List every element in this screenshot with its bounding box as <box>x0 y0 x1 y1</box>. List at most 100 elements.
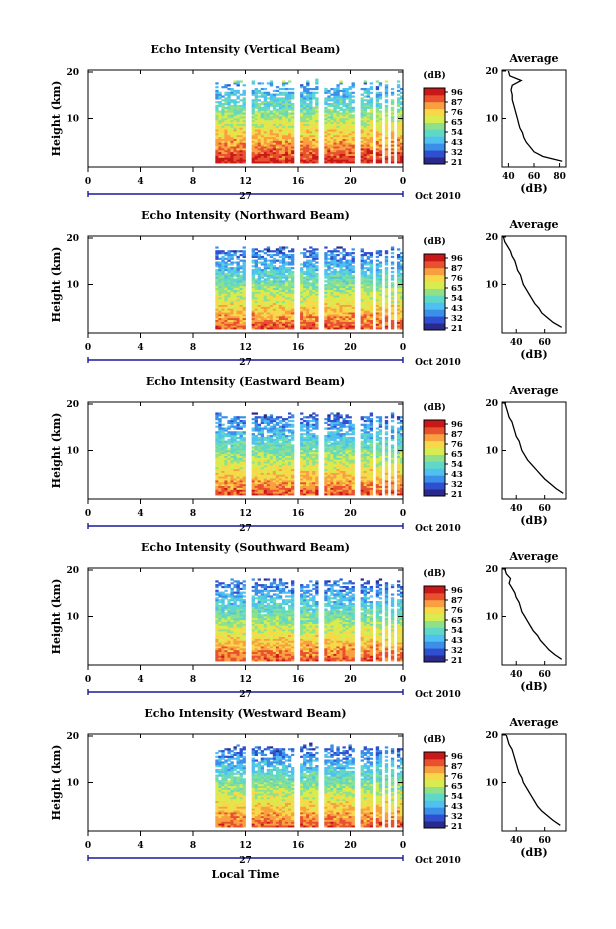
heatmap-cell <box>339 106 343 109</box>
heatmap-cell <box>284 470 289 473</box>
heatmap-cell <box>221 455 225 458</box>
heatmap-cell <box>275 317 280 321</box>
heatmap-cell <box>272 140 277 143</box>
heatmap-cell <box>290 327 295 330</box>
heatmap-cell <box>281 101 286 104</box>
heatmap-cell <box>224 442 228 445</box>
heatmap-cell <box>233 125 237 128</box>
heatmap-cell <box>254 134 258 138</box>
heatmap-cell <box>215 118 219 121</box>
heatmap-cell <box>221 485 225 488</box>
heatmap-cell <box>239 321 243 324</box>
heatmap-cell <box>272 485 277 488</box>
heatmap-cell <box>287 148 292 151</box>
heatmap-cell <box>233 153 237 156</box>
heatmap-cell <box>251 148 255 151</box>
heatmap-cell <box>236 310 240 313</box>
heatmap-cell <box>254 453 258 456</box>
heatmap-cell <box>272 274 277 277</box>
heatmap-cell <box>399 97 404 100</box>
heatmap-cell <box>360 291 364 294</box>
heatmap-cell <box>254 255 258 259</box>
heatmap-cell <box>287 267 292 270</box>
heatmap-cell <box>348 118 352 121</box>
heatmap-cell <box>251 134 255 138</box>
heatmap-cell <box>215 116 219 119</box>
heatmap-cell <box>378 310 383 313</box>
heatmap-cell <box>281 308 286 311</box>
heatmap-cell <box>303 149 307 153</box>
heatmap-cell <box>287 112 292 115</box>
heatmap-cell <box>269 287 274 290</box>
heatmap-cell <box>239 451 243 455</box>
heatmap-cell <box>233 300 237 304</box>
heatmap-cell <box>345 278 349 281</box>
heatmap-cell <box>339 291 343 294</box>
heatmap-cell <box>257 82 262 85</box>
heatmap-cell <box>315 293 319 296</box>
heatmap-cell <box>309 270 313 274</box>
heatmap-cell <box>278 438 283 441</box>
heatmap-cell <box>239 133 243 136</box>
heatmap-cell <box>312 295 316 298</box>
heatmap-cell <box>275 129 280 132</box>
heatmap-cell <box>369 323 374 326</box>
heatmap-cell <box>333 129 337 132</box>
heatmap-cell <box>221 291 225 294</box>
heatmap-cell <box>300 278 304 281</box>
heatmap-cell <box>284 481 289 485</box>
x-tick-label: 0 <box>400 177 406 187</box>
heatmap-cell <box>336 99 340 102</box>
heatmap-cell <box>399 110 404 113</box>
heatmap-cell <box>281 146 286 149</box>
heatmap-cell <box>275 110 280 113</box>
heatmap-cell <box>333 300 337 304</box>
heatmap-cell <box>290 423 295 426</box>
heatmap-cell <box>284 302 289 306</box>
heatmap-cell <box>342 285 346 289</box>
heatmap-cell <box>233 481 237 485</box>
heatmap-cell <box>284 317 289 321</box>
heatmap-cell <box>336 157 340 160</box>
heatmap-cell <box>375 252 380 255</box>
heatmap-cell <box>218 274 222 277</box>
heatmap-cell <box>269 136 274 140</box>
heatmap-cell <box>266 250 271 253</box>
heatmap-cell <box>269 114 274 117</box>
heatmap-cell <box>233 82 237 85</box>
heatmap-cell <box>230 295 234 298</box>
heatmap-cell <box>242 297 246 300</box>
heatmap-cell <box>239 468 243 472</box>
heatmap-cell <box>251 478 255 481</box>
heatmap-cell <box>254 87 258 91</box>
heatmap-cell <box>251 293 255 296</box>
heatmap-cell <box>269 159 274 162</box>
heatmap-cell <box>218 476 222 479</box>
heatmap-cell <box>309 297 313 300</box>
heatmap-cell <box>339 157 343 160</box>
heatmap-cell <box>324 263 328 266</box>
heatmap-cell <box>272 148 277 151</box>
heatmap-cell <box>224 161 228 164</box>
heatmap-cell <box>224 478 228 481</box>
heatmap-cell <box>236 327 240 330</box>
heatmap-cell <box>351 315 355 319</box>
heatmap-cell <box>230 123 234 126</box>
heatmap-cell <box>218 300 222 304</box>
heatmap-cell <box>233 325 237 328</box>
heatmap-cell <box>339 276 343 279</box>
heatmap-cell <box>363 317 367 321</box>
heatmap-cell <box>221 134 225 138</box>
heatmap-cell <box>257 155 262 158</box>
heatmap-cell <box>233 261 237 264</box>
heatmap-cell <box>339 82 343 85</box>
heatmap-cell <box>336 253 340 257</box>
heatmap-cell <box>236 284 240 287</box>
heatmap-cell <box>215 321 219 324</box>
heatmap-cell <box>218 125 222 128</box>
heatmap-cell <box>369 321 374 324</box>
heatmap-cell <box>366 255 370 259</box>
heatmap-cell <box>336 112 340 115</box>
heatmap-cell <box>390 123 395 126</box>
heatmap-cell <box>278 161 283 164</box>
